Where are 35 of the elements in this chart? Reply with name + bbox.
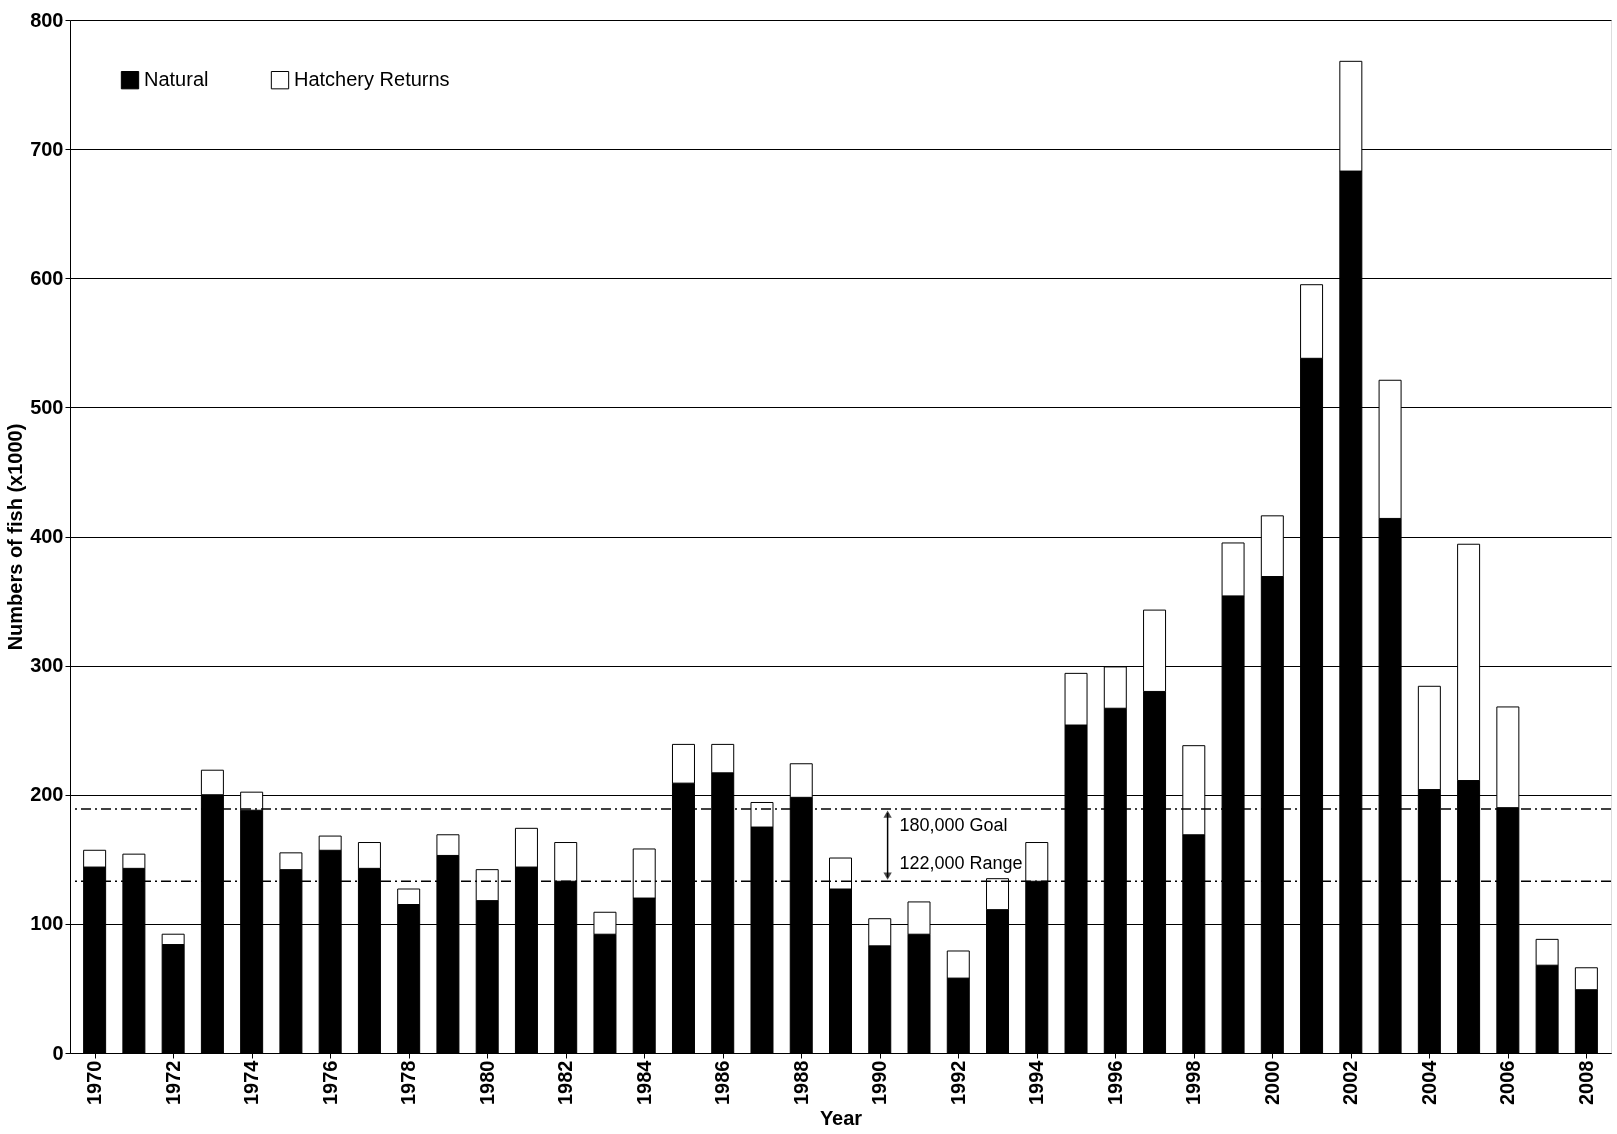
y-tick-label: 600 [30, 266, 64, 289]
y-tick-label: 700 [30, 137, 64, 160]
x-tick-label: 1978 [397, 1060, 420, 1105]
x-tick-label: 2004 [1417, 1059, 1440, 1105]
legend-label: 180,000 Goal [899, 814, 1008, 835]
y-tick-label: 800 [30, 8, 64, 31]
x-tick-label: 2008 [1574, 1060, 1597, 1105]
y-axis-title: Numbers of fish (x1000) [4, 423, 27, 651]
x-tick-label: 1980 [475, 1060, 498, 1105]
x-tick-label: 1998 [1182, 1060, 1205, 1105]
y-tick-label: 400 [30, 525, 64, 547]
y-tick-label: 0 [52, 1041, 64, 1064]
x-tick-label: 1986 [711, 1060, 734, 1105]
x-tick-label: 1974 [240, 1059, 263, 1105]
legend-label: Natural [144, 68, 209, 91]
legend-label: Hatchery Returns [294, 68, 450, 91]
y-tick-label: 100 [30, 912, 64, 935]
x-tick-label: 1984 [632, 1059, 655, 1105]
x-tick-label: 1970 [83, 1060, 106, 1105]
x-tick-label: 1990 [868, 1060, 891, 1105]
x-tick-label: 1996 [1103, 1060, 1126, 1105]
x-tick-label: 1992 [946, 1060, 969, 1105]
y-tick-label: 300 [30, 654, 64, 677]
y-tick-label: 500 [30, 395, 64, 418]
ref-line-label: 122,000 Range [899, 853, 1023, 874]
y-tick-label: 200 [30, 783, 64, 806]
x-tick-label: 1994 [1025, 1059, 1048, 1105]
x-tick-label: 1988 [789, 1060, 812, 1105]
x-tick-label: 1982 [554, 1060, 577, 1105]
x-axis-title: Year [819, 1106, 863, 1129]
x-tick-label: 2002 [1339, 1060, 1362, 1105]
x-tick-label: 1976 [318, 1060, 341, 1105]
x-tick-label: 2006 [1496, 1060, 1519, 1105]
x-tick-label: 2000 [1260, 1060, 1283, 1105]
x-tick-label: 1972 [161, 1060, 184, 1105]
